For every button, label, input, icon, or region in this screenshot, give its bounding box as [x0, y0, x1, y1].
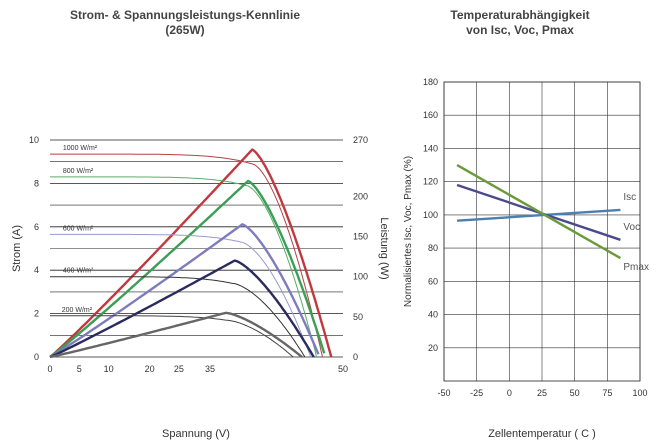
y-tick-label: 140	[423, 143, 438, 153]
y-axis-label: Normalisiertes Isc, Voc, Pmax (%)	[403, 156, 414, 307]
x-tick-label: 35	[205, 364, 215, 374]
y-tick-label: 40	[428, 310, 438, 320]
iv-curve-line	[50, 276, 306, 358]
chart-1-title: Strom- & Spannungsleistungs-Kennlinie (2…	[69, 8, 300, 37]
y-tick-label: 120	[423, 177, 438, 187]
y-tick-label: 4	[34, 265, 39, 275]
y-tick-label: 0	[34, 352, 39, 362]
y-tick-label: 20	[428, 343, 438, 353]
y-tick-label: 10	[29, 135, 39, 145]
x-tick-label: 0	[507, 388, 512, 398]
series-label: Pmax	[623, 262, 649, 273]
y-tick-label: 100	[423, 210, 438, 220]
y-tick-label: 8	[34, 178, 39, 188]
x-axis-label: Spannung (V)	[162, 428, 230, 440]
y-tick-label: 60	[428, 276, 438, 286]
power-curve-line	[49, 223, 320, 359]
power-curve-line	[49, 311, 303, 359]
x-tick-label: 75	[602, 388, 612, 398]
series-label: Isc	[623, 192, 636, 203]
x-tick-label: -25	[470, 388, 483, 398]
series-label: 200 W/m²	[62, 307, 93, 314]
x-tick-label: 50	[338, 364, 348, 374]
x-tick-label: 100	[632, 388, 647, 398]
y2-axis-label: Leistung (W)	[378, 217, 390, 279]
x-tick-label: 20	[145, 364, 155, 374]
y2-tick-label: 0	[353, 352, 358, 362]
chart-2-title: Temperaturabhängigkeit von Isc, Voc, Pma…	[450, 8, 590, 37]
x-tick-label: 25	[537, 388, 547, 398]
y-tick-label: 80	[428, 243, 438, 253]
series-line	[456, 164, 621, 260]
y2-tick-label: 50	[353, 312, 363, 322]
y2-tick-label: 200	[353, 191, 368, 201]
x-axis-label: Zellentemperatur ( C )	[488, 428, 596, 440]
x-tick-label: 0	[47, 364, 52, 374]
y2-tick-label: 150	[353, 231, 368, 241]
power-curve-line	[49, 259, 315, 359]
x-tick-label: 50	[570, 388, 580, 398]
series-label: 800 W/m²	[63, 168, 94, 175]
power-curve-line	[49, 148, 333, 358]
iv-curve-line	[50, 153, 323, 358]
series-label: 600 W/m²	[63, 225, 94, 232]
y2-tick-label: 270	[353, 135, 368, 145]
x-tick-label: -50	[437, 388, 450, 398]
y-tick-label: 6	[34, 222, 39, 232]
y-axis-label: Strom (A)	[11, 225, 23, 272]
x-tick-label: 5	[77, 364, 82, 374]
iv-curve-line	[50, 176, 318, 358]
power-curve-line	[49, 179, 326, 358]
series-line	[456, 208, 621, 222]
series-label: 1000 W/m²	[63, 145, 98, 152]
x-tick-label: 25	[174, 364, 184, 374]
iv-curve-line	[50, 233, 312, 358]
y-tick-label: 180	[423, 77, 438, 87]
y-tick-label: 2	[34, 309, 39, 319]
x-tick-label: 10	[104, 364, 114, 374]
series-label: 400 W/m²	[63, 268, 94, 275]
y-tick-label: 160	[423, 110, 438, 120]
series-label: Voc	[623, 222, 640, 233]
y2-tick-label: 100	[353, 272, 368, 282]
